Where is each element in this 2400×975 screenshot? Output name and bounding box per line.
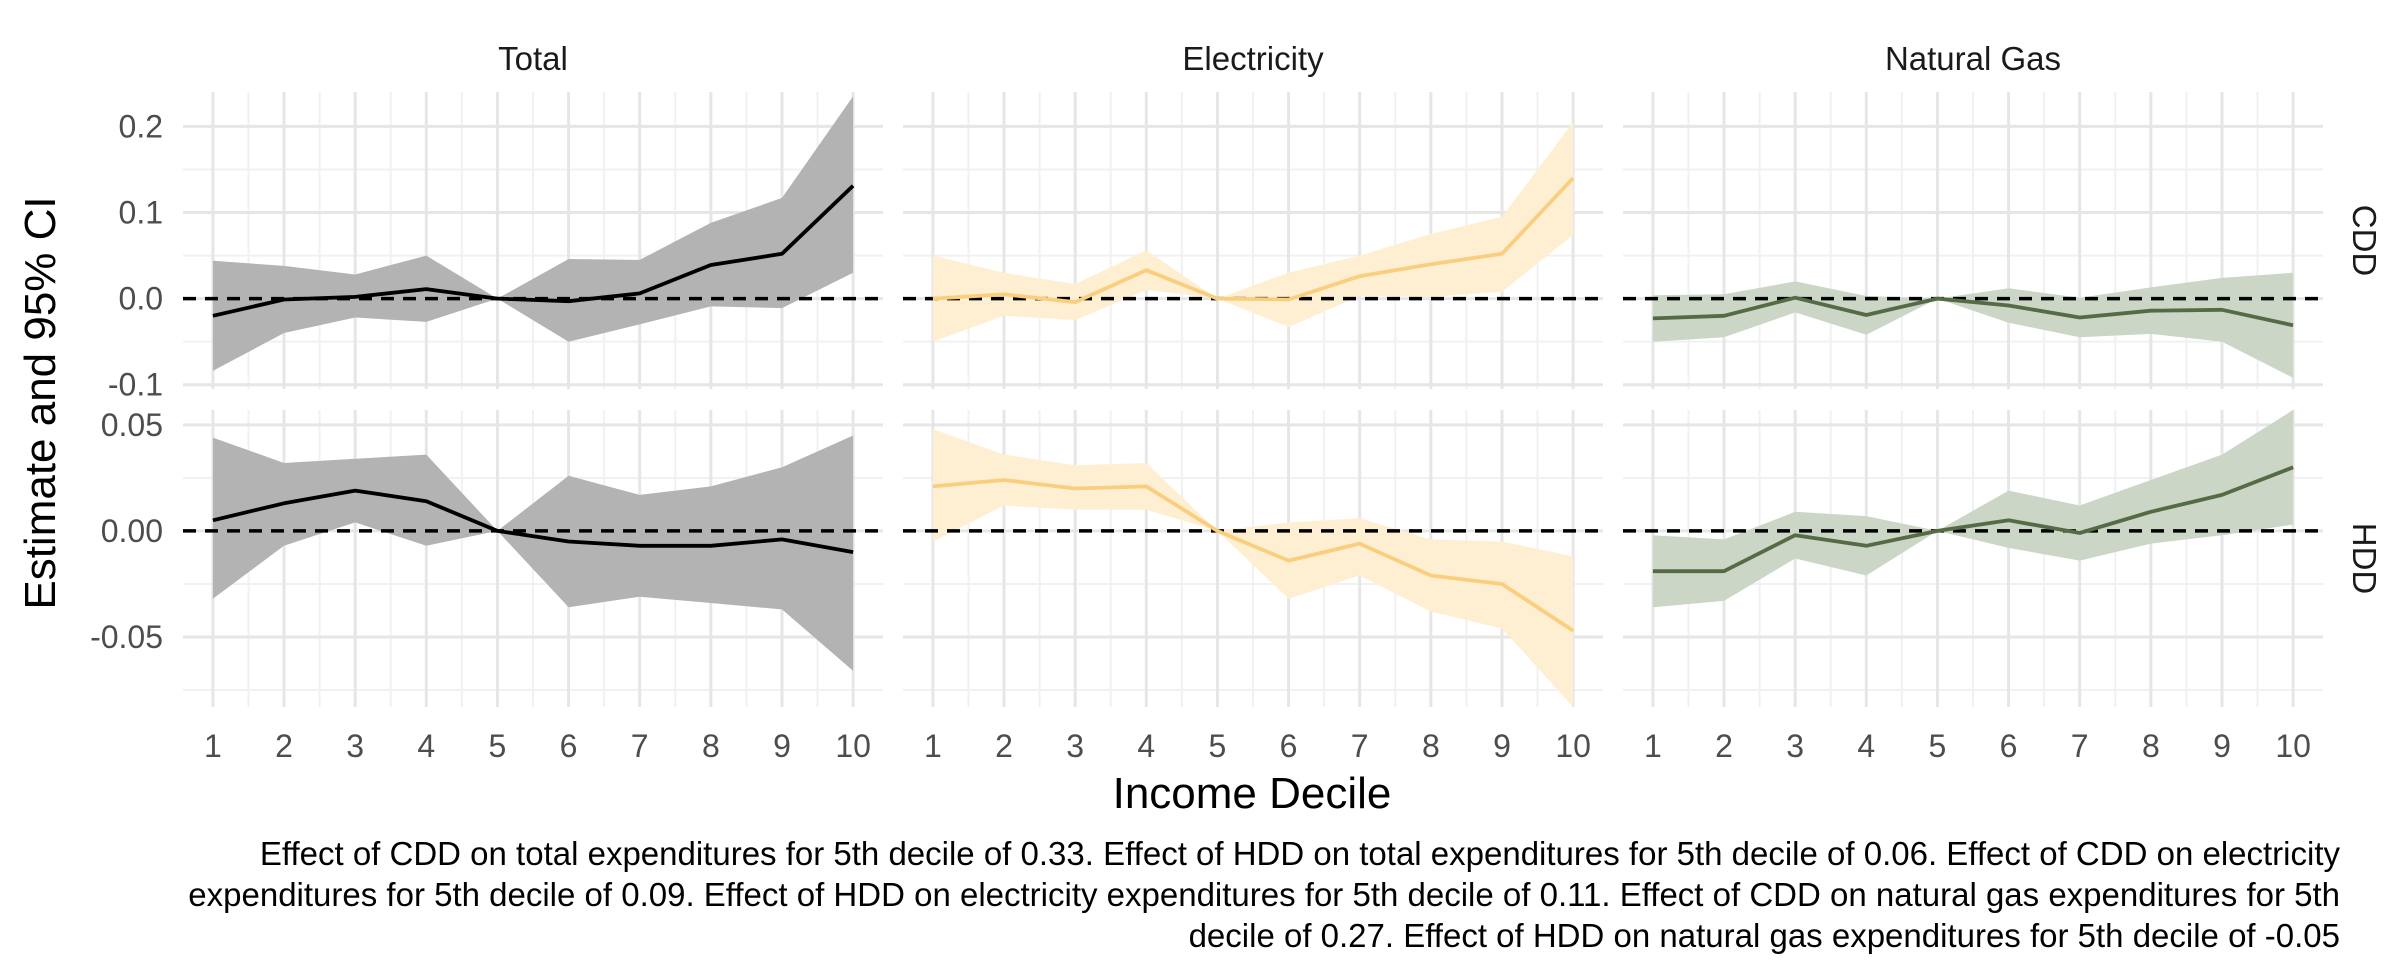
ci-ribbon — [932, 122, 1574, 342]
x-tick-label: 2 — [995, 728, 1013, 764]
panel-natural-gas-hdd — [1623, 410, 2323, 707]
panel-total-hdd — [183, 410, 883, 707]
x-tick-label: 10 — [835, 728, 871, 764]
x-tick-label: 1 — [204, 728, 222, 764]
x-tick-label: 5 — [489, 728, 507, 764]
x-tick-label: 5 — [1929, 728, 1947, 764]
x-tick-label: 9 — [1493, 728, 1511, 764]
y-tick-label: 0.0 — [119, 281, 163, 317]
x-tick-label: 1 — [924, 728, 942, 764]
estimate-line — [212, 488, 854, 554]
x-tick-label: 3 — [346, 728, 364, 764]
x-tick-label: 3 — [1786, 728, 1804, 764]
x-tick-label: 4 — [417, 728, 435, 764]
strip-label-hdd: HDD — [2346, 523, 2383, 595]
x-tick-label: 8 — [1422, 728, 1440, 764]
x-tick-label: 7 — [631, 728, 649, 764]
estimate-line — [212, 184, 855, 318]
x-tick-label: 5 — [1209, 728, 1227, 764]
x-tick-label: 2 — [275, 728, 293, 764]
x-axis-title: Income Decile — [1113, 769, 1392, 818]
ci-ribbon — [1652, 410, 2294, 608]
x-tick-label: 4 — [1137, 728, 1155, 764]
x-tick-label: 8 — [2142, 728, 2160, 764]
strip-label-electricity: Electricity — [1182, 40, 1324, 77]
x-tick-label: 2 — [1715, 728, 1733, 764]
x-tick-label: 3 — [1066, 728, 1084, 764]
x-tick-label: 6 — [2000, 728, 2018, 764]
x-tick-label: 9 — [773, 728, 791, 764]
x-tick-label: 6 — [1280, 728, 1298, 764]
figure-caption: Effect of CDD on total expenditures for … — [188, 835, 2340, 954]
panels — [183, 92, 2323, 707]
y-axis-title: Estimate and 95% CI — [16, 196, 65, 609]
x-tick-label: 1 — [1644, 728, 1662, 764]
y-tick-label: 0.2 — [119, 108, 163, 144]
strip-label-total: Total — [498, 40, 568, 77]
y-tick-label: 0.05 — [101, 407, 163, 443]
x-tick-label: 6 — [560, 728, 578, 764]
ci-ribbon — [212, 96, 854, 371]
strip-label-natural-gas: Natural Gas — [1885, 40, 2061, 77]
facet-strips: Total Electricity Natural Gas CDD HDD — [498, 40, 2383, 594]
panel-electricity-cdd — [903, 92, 1603, 389]
axis-ticks: -0.1 0.0 0.1 0.2 -0.05 0.00 0.05 1 2 3 4 5 6 7 8 9 10 1 2 3… — [90, 108, 2311, 764]
y-tick-label: -0.05 — [90, 619, 163, 655]
y-tick-label: 0.00 — [101, 513, 163, 549]
x-tick-label: 7 — [2071, 728, 2089, 764]
x-tick-label: 8 — [702, 728, 720, 764]
y-tick-label: -0.1 — [108, 367, 163, 403]
x-tick-label: 4 — [1857, 728, 1875, 764]
panel-total-cdd — [183, 92, 883, 389]
panel-electricity-hdd — [903, 410, 1603, 707]
estimate-line — [1652, 295, 2294, 328]
x-tick-label: 7 — [1351, 728, 1369, 764]
y-tick-label: 0.1 — [119, 195, 163, 231]
estimate-line — [1652, 465, 2294, 574]
strip-label-cdd: CDD — [2346, 205, 2383, 277]
estimate-line — [932, 176, 1575, 305]
x-tick-label: 10 — [2275, 728, 2311, 764]
ci-ribbon — [932, 429, 1574, 707]
estimate-line — [932, 478, 1575, 633]
panel-natural-gas-cdd — [1623, 92, 2323, 389]
x-tick-label: 9 — [2213, 728, 2231, 764]
x-tick-label: 10 — [1555, 728, 1591, 764]
